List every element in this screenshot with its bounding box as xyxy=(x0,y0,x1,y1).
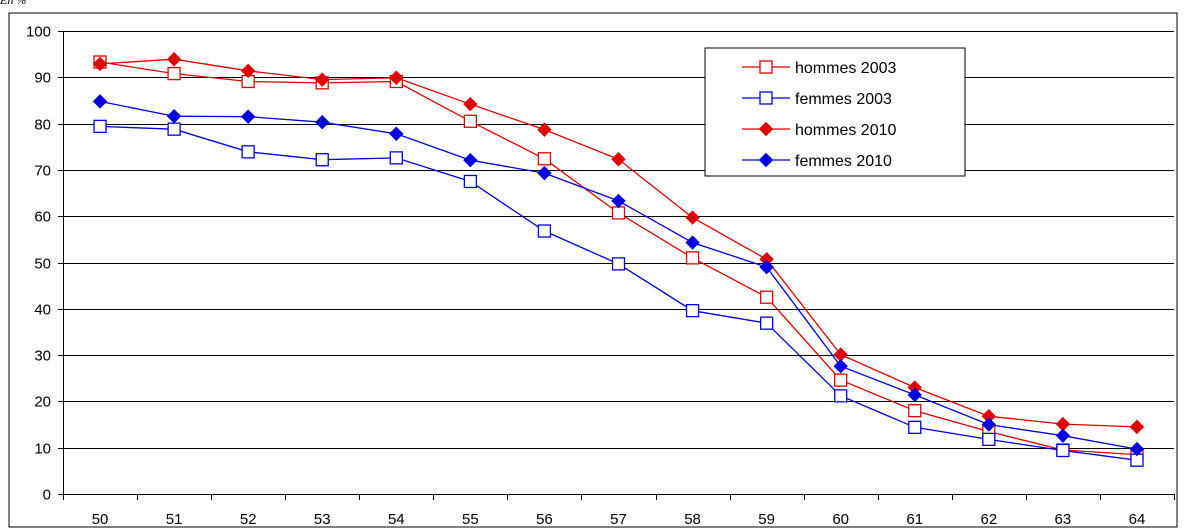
data-point-hommes-2010 xyxy=(1129,419,1145,435)
legend-marker xyxy=(758,121,774,137)
data-point-femmes-2003 xyxy=(93,119,107,134)
y-axis-unit-label: En % xyxy=(0,0,27,7)
data-point-femmes-2010 xyxy=(92,94,108,109)
data-point-femmes-2010 xyxy=(981,417,997,432)
legend-marker xyxy=(758,152,774,168)
data-point-femmes-2010 xyxy=(389,126,404,141)
data-point-femmes-2010 xyxy=(611,193,626,209)
x-tick-label: 64 xyxy=(1129,511,1146,528)
data-point-hommes-2003 xyxy=(908,404,922,418)
legend-label: femmes 2010 xyxy=(795,153,892,170)
legend-box xyxy=(704,47,966,177)
legend-label: hommes 2010 xyxy=(795,122,896,139)
y-tick-label: 60 xyxy=(34,209,51,226)
legend-label: femmes 2003 xyxy=(795,91,892,108)
data-point-hommes-2003 xyxy=(834,373,848,387)
y-tick-label: 0 xyxy=(43,487,51,504)
data-point-femmes-2010 xyxy=(759,259,774,275)
legend-marker xyxy=(759,91,773,105)
data-point-femmes-2010 xyxy=(1129,441,1145,457)
data-point-femmes-2003 xyxy=(167,122,181,136)
data-point-hommes-2003 xyxy=(463,114,478,128)
x-tick-label: 50 xyxy=(92,511,109,528)
data-point-femmes-2003 xyxy=(315,153,329,167)
data-point-femmes-2010 xyxy=(537,165,552,181)
data-point-femmes-2003 xyxy=(1056,443,1070,458)
data-point-femmes-2003 xyxy=(834,389,848,403)
data-point-femmes-2003 xyxy=(908,420,922,434)
data-point-hommes-2003 xyxy=(611,206,626,220)
x-tick-label: 62 xyxy=(980,511,997,528)
x-tick-label: 53 xyxy=(314,511,331,528)
data-point-hommes-2010 xyxy=(166,52,182,67)
y-tick-label: 50 xyxy=(34,256,51,273)
x-tick-label: 52 xyxy=(240,511,257,528)
data-point-hommes-2003 xyxy=(537,152,552,166)
data-point-femmes-2003 xyxy=(685,304,700,318)
y-tick-label: 90 xyxy=(34,70,51,87)
data-point-femmes-2003 xyxy=(463,174,478,189)
x-tick-label: 55 xyxy=(462,511,479,528)
data-point-femmes-2010 xyxy=(240,109,256,124)
x-tick-label: 58 xyxy=(684,511,701,528)
y-tick-label: 40 xyxy=(34,302,51,319)
data-point-hommes-2003 xyxy=(167,66,181,81)
x-tick-label: 61 xyxy=(906,511,923,528)
data-point-hommes-2010 xyxy=(389,70,404,85)
legend-label: hommes 2003 xyxy=(795,60,896,77)
chart-frame xyxy=(8,12,1178,528)
data-point-hommes-2003 xyxy=(759,290,774,304)
data-point-femmes-2010 xyxy=(1055,428,1071,443)
data-point-femmes-2003 xyxy=(389,151,403,165)
y-tick-label: 80 xyxy=(34,117,51,134)
data-point-femmes-2003 xyxy=(537,224,552,238)
data-point-femmes-2010 xyxy=(315,115,330,130)
x-tick-label: 60 xyxy=(832,511,849,528)
data-point-hommes-2010 xyxy=(315,72,330,87)
x-tick-label: 63 xyxy=(1055,511,1072,528)
data-point-femmes-2010 xyxy=(907,387,922,403)
x-tick-label: 57 xyxy=(610,511,627,528)
data-point-hommes-2003 xyxy=(685,251,700,265)
y-tick-label: 100 xyxy=(26,24,51,41)
y-tick-label: 30 xyxy=(34,348,51,365)
data-point-femmes-2010 xyxy=(833,359,848,374)
data-point-hommes-2010 xyxy=(92,56,108,72)
x-tick-label: 56 xyxy=(536,511,553,528)
data-point-hommes-2010 xyxy=(685,210,700,225)
y-tick-label: 20 xyxy=(34,394,51,411)
y-tick-label: 70 xyxy=(34,163,51,180)
data-point-femmes-2003 xyxy=(759,316,774,330)
data-point-hommes-2010 xyxy=(537,122,552,137)
data-point-femmes-2010 xyxy=(166,108,182,124)
x-tick-label: 59 xyxy=(758,511,775,528)
data-point-hommes-2010 xyxy=(240,63,256,79)
x-tick-label: 54 xyxy=(388,511,405,528)
y-tick-label: 10 xyxy=(34,441,51,458)
data-point-femmes-2003 xyxy=(241,145,255,159)
data-point-femmes-2003 xyxy=(611,257,626,271)
x-tick-label: 51 xyxy=(166,511,183,528)
data-point-hommes-2010 xyxy=(463,96,478,112)
legend-marker xyxy=(759,60,773,74)
data-point-femmes-2003 xyxy=(982,432,996,447)
data-point-femmes-2010 xyxy=(685,235,700,250)
data-point-hommes-2010 xyxy=(611,152,626,167)
data-point-femmes-2010 xyxy=(463,152,478,168)
